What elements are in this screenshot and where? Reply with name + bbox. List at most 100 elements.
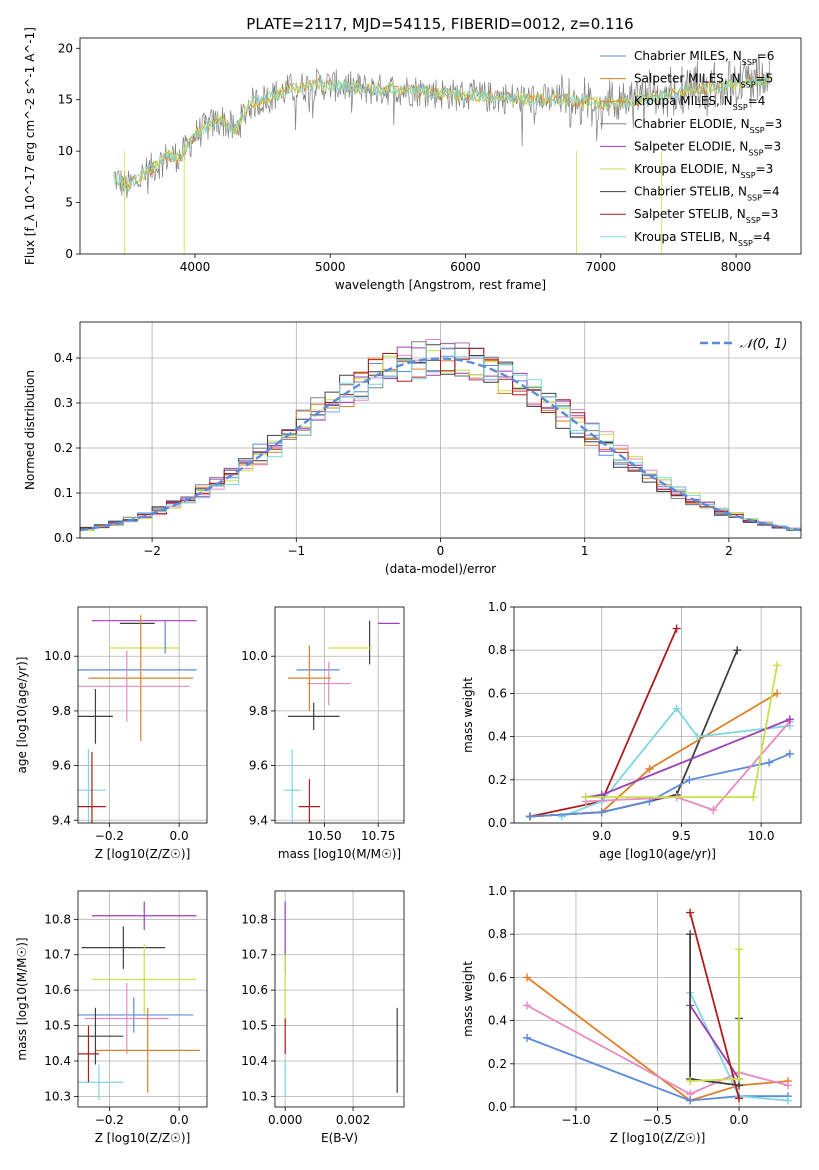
x-tick-label: 7000 (586, 260, 617, 274)
weight-series-line (529, 628, 678, 818)
legend-subscript: SSP (741, 171, 756, 180)
legend-entry: Salpeter STELIB, NSSP=3 (634, 207, 778, 225)
y-tick-label: 0.0 (488, 1100, 507, 1114)
plus-marker (749, 793, 758, 802)
y-tick-label: 10.6 (44, 983, 71, 997)
plus-marker (785, 749, 794, 758)
y-tick-label: 0.4 (54, 351, 73, 365)
y-tick-label: 10 (58, 144, 73, 158)
errorbar-point (88, 615, 194, 741)
legend-count: =3 (763, 139, 781, 153)
gridlines (78, 891, 207, 1107)
plus-marker (785, 715, 794, 724)
errorbar-point (78, 689, 113, 744)
errorbar-point (283, 749, 301, 823)
y-axis-label: mass weight (461, 961, 475, 1037)
histogram-series (80, 344, 801, 530)
errorbar-point (298, 779, 321, 823)
errorbar-point (78, 997, 194, 1033)
x-tick-label: 0.0 (170, 1113, 189, 1127)
errorbar-point (287, 702, 340, 731)
y-tick-label: 0.8 (488, 927, 507, 941)
y-tick-label: 1.0 (488, 884, 507, 898)
errorbar-point (78, 650, 190, 722)
y-axis-label: mass weight (461, 677, 475, 753)
errorbar-point (78, 1064, 124, 1100)
errorbar-point (95, 1007, 201, 1093)
y-tick-label: 10.5 (44, 1019, 71, 1033)
histogram-steps (80, 339, 801, 532)
legend-subscript: SSP (746, 216, 761, 225)
model-spectrum-line (113, 77, 771, 192)
y-tick-label: 0.4 (488, 730, 507, 744)
weight-series-line (529, 753, 791, 818)
axes-frame (513, 890, 802, 1108)
plus-marker (523, 973, 532, 982)
legend-count: =4 (748, 94, 766, 108)
legend-gaussian-label: 𝒩(0, 1) (740, 337, 787, 352)
age-vs-metallicity-axes: −0.2 0.0 9.4 9.6 9.8 10.0 Z [log10(Z/Z☉)] age [… (15, 606, 208, 861)
y-tick-label: 9.8 (52, 704, 71, 718)
weight-series-line (526, 1037, 788, 1102)
x-tick-label: −0.2 (95, 1113, 124, 1127)
errorbar-points (78, 901, 201, 1100)
figure-title: PLATE=2117, MJD=54115, FIBERID=0012, z=0… (246, 15, 633, 33)
axes-frame (274, 890, 405, 1108)
errorbar-point (91, 901, 197, 930)
errorbar-point (91, 944, 197, 1015)
errorbar-points (284, 901, 398, 1097)
y-tick-label: 9.6 (52, 759, 71, 773)
y-tick-label: 10.0 (44, 649, 71, 663)
plus-marker (523, 1001, 532, 1010)
weight-series-line (526, 976, 789, 1102)
x-tick-label: 10.0 (748, 829, 775, 843)
y-axis-label: mass [log10(M/M☉)] (15, 937, 29, 1060)
y-tick-label: 0 (65, 247, 73, 261)
x-axis-label: E(B-V) (321, 1131, 358, 1145)
y-tick-label: 10.3 (241, 1089, 268, 1103)
axes-frame (274, 606, 405, 824)
y-tick-label: 9.6 (249, 759, 268, 773)
histogram-series (80, 344, 801, 530)
x-tick-label: 9.5 (672, 829, 691, 843)
x-tick-label: 5000 (315, 260, 346, 274)
histogram-series (80, 339, 801, 531)
spectrum-axes: 4000 5000 6000 7000 8000 0 5 10 15 20 wavelength [… (23, 27, 802, 292)
gridlines (275, 607, 404, 823)
y-tick-label: 0.6 (488, 686, 507, 700)
y-tick-label: 0.6 (488, 970, 507, 984)
errorbar-point (78, 751, 106, 823)
series-lines (525, 624, 794, 821)
y-tick-label: 10.5 (241, 1019, 268, 1033)
mass-vs-metallicity-axes: −0.2 0.0 10.3 10.4 10.5 10.6 10.7 10.8 Z [log10(… (15, 890, 208, 1145)
weight-series-line (689, 912, 740, 1099)
legend-subscript: SSP (733, 103, 748, 112)
y-tick-label: 20 (58, 41, 73, 55)
x-tick-label: 9.0 (592, 829, 611, 843)
x-axis-label: Z [log10(Z/Z☉)] (610, 1131, 706, 1145)
y-tick-label: 15 (58, 93, 73, 107)
errorbar-point (78, 1007, 124, 1065)
legend-count: =3 (761, 207, 779, 221)
gridlines (514, 606, 801, 824)
x-tick-label: −2 (143, 544, 161, 558)
y-tick-label: 0.2 (488, 1057, 507, 1071)
plus-marker (597, 808, 606, 817)
plus-marker (735, 1094, 744, 1103)
model-spectrum-line (113, 74, 771, 193)
legend-entry: Kroupa STELIB, NSSP=4 (634, 230, 771, 248)
y-tick-label: 9.4 (249, 813, 268, 827)
spectrum-lines (113, 54, 771, 254)
legend-count: =4 (753, 230, 771, 244)
y-tick-label: 0.0 (54, 531, 73, 545)
legend-entry: Chabrier ELODIE, NSSP=3 (634, 117, 782, 135)
y-tick-label: 10.8 (241, 912, 268, 926)
y-tick-label: 10.3 (44, 1089, 71, 1103)
series-lines (523, 908, 792, 1105)
x-tick-label: 8000 (721, 260, 752, 274)
x-tick-label: 0 (437, 544, 445, 558)
legend-subscript: SSP (741, 80, 756, 89)
legend-entry: Salpeter ELODIE, NSSP=3 (634, 139, 781, 157)
errorbar-point (287, 645, 331, 711)
plus-marker (686, 1096, 695, 1105)
